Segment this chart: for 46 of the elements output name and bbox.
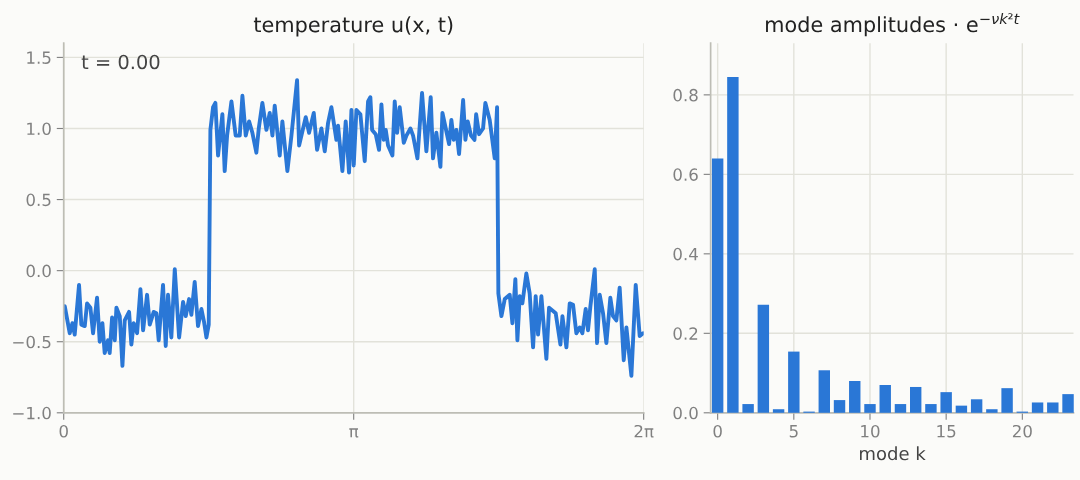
y-tick-label: 0.0 bbox=[673, 406, 698, 420]
x-tick-label: 0 bbox=[59, 424, 68, 438]
bar bbox=[1031, 402, 1044, 413]
chart-title: temperature u(x, t) bbox=[253, 16, 453, 37]
x-tick-label: 15 bbox=[937, 425, 956, 438]
x-tick-label: 0 bbox=[713, 424, 722, 438]
y-tick-label: 1.5 bbox=[27, 51, 51, 64]
x-axis-title: mode k bbox=[860, 446, 926, 461]
y-tick-label: −0.5 bbox=[13, 335, 51, 349]
bar bbox=[955, 405, 968, 413]
bar bbox=[788, 351, 800, 413]
bar bbox=[727, 76, 739, 413]
x-tick-label: 20 bbox=[1012, 424, 1032, 438]
line-series bbox=[63, 78, 644, 378]
bar bbox=[1001, 388, 1013, 413]
bar bbox=[864, 404, 876, 413]
bar bbox=[986, 409, 998, 413]
bar bbox=[818, 370, 830, 413]
bar bbox=[970, 399, 983, 413]
y-tick-label: 0.8 bbox=[673, 88, 698, 102]
chart-title: mode amplitudes · e$^{−νk²t}$ bbox=[766, 12, 1020, 37]
bar bbox=[742, 404, 754, 413]
y-tick-label: 0.6 bbox=[673, 168, 698, 181]
x-tick-label: 2π bbox=[634, 424, 654, 438]
x-tick-label: 5 bbox=[789, 425, 798, 438]
bar bbox=[849, 381, 861, 413]
bar bbox=[894, 404, 907, 413]
bar bbox=[772, 409, 785, 413]
bar bbox=[879, 384, 891, 413]
bar bbox=[711, 158, 724, 413]
y-tick-label: 0.5 bbox=[26, 193, 51, 207]
bar bbox=[833, 400, 846, 413]
bar bbox=[909, 386, 922, 413]
annotation: t = 0.00 bbox=[81, 54, 160, 70]
y-tick-label: −1.0 bbox=[13, 406, 51, 420]
bar bbox=[757, 304, 770, 413]
y-tick-label: 1.0 bbox=[27, 122, 51, 136]
y-tick-label: 0.0 bbox=[26, 264, 51, 278]
x-tick-label: 10 bbox=[861, 424, 880, 438]
bar bbox=[925, 404, 937, 413]
x-tick-label: π bbox=[349, 428, 359, 438]
bar bbox=[1047, 402, 1059, 413]
y-tick-label: 0.2 bbox=[673, 327, 698, 340]
bar bbox=[1062, 394, 1074, 413]
y-tick-label: 0.4 bbox=[673, 247, 698, 261]
bar bbox=[940, 392, 952, 413]
